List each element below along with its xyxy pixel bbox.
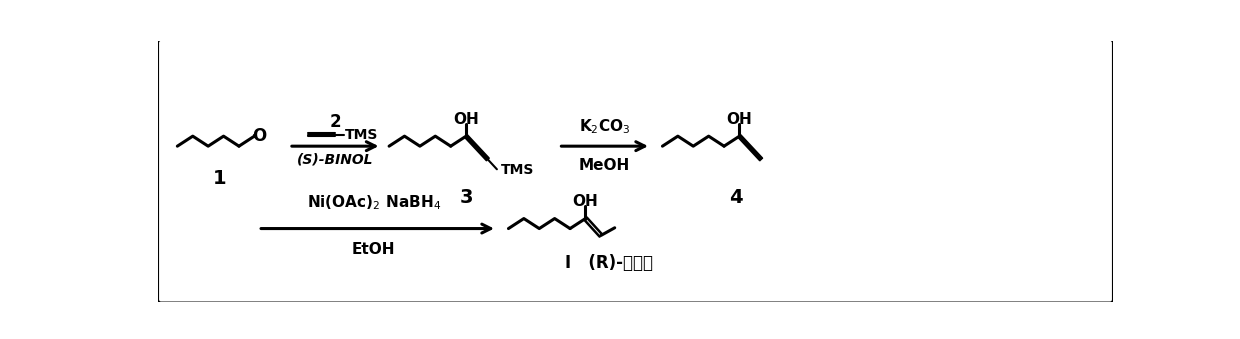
Text: OH: OH xyxy=(573,194,599,209)
Text: 1: 1 xyxy=(213,169,227,188)
Text: Ni(OAc)$_2$ NaBH$_4$: Ni(OAc)$_2$ NaBH$_4$ xyxy=(306,194,440,213)
Text: TMS: TMS xyxy=(501,163,534,177)
Text: (S)-BINOL: (S)-BINOL xyxy=(296,152,373,166)
Text: O: O xyxy=(253,127,267,145)
Text: OH: OH xyxy=(454,112,479,127)
Text: TMS: TMS xyxy=(345,127,378,142)
Text: I   (R)-松茸醇: I (R)-松茸醇 xyxy=(564,254,652,272)
Text: MeOH: MeOH xyxy=(579,158,630,173)
Text: OH: OH xyxy=(727,112,753,127)
Text: 3: 3 xyxy=(459,188,472,207)
Text: 4: 4 xyxy=(729,188,743,207)
FancyBboxPatch shape xyxy=(157,39,1114,303)
Text: EtOH: EtOH xyxy=(352,242,396,257)
Text: K$_2$CO$_3$: K$_2$CO$_3$ xyxy=(579,117,630,136)
Text: 2: 2 xyxy=(330,113,341,131)
